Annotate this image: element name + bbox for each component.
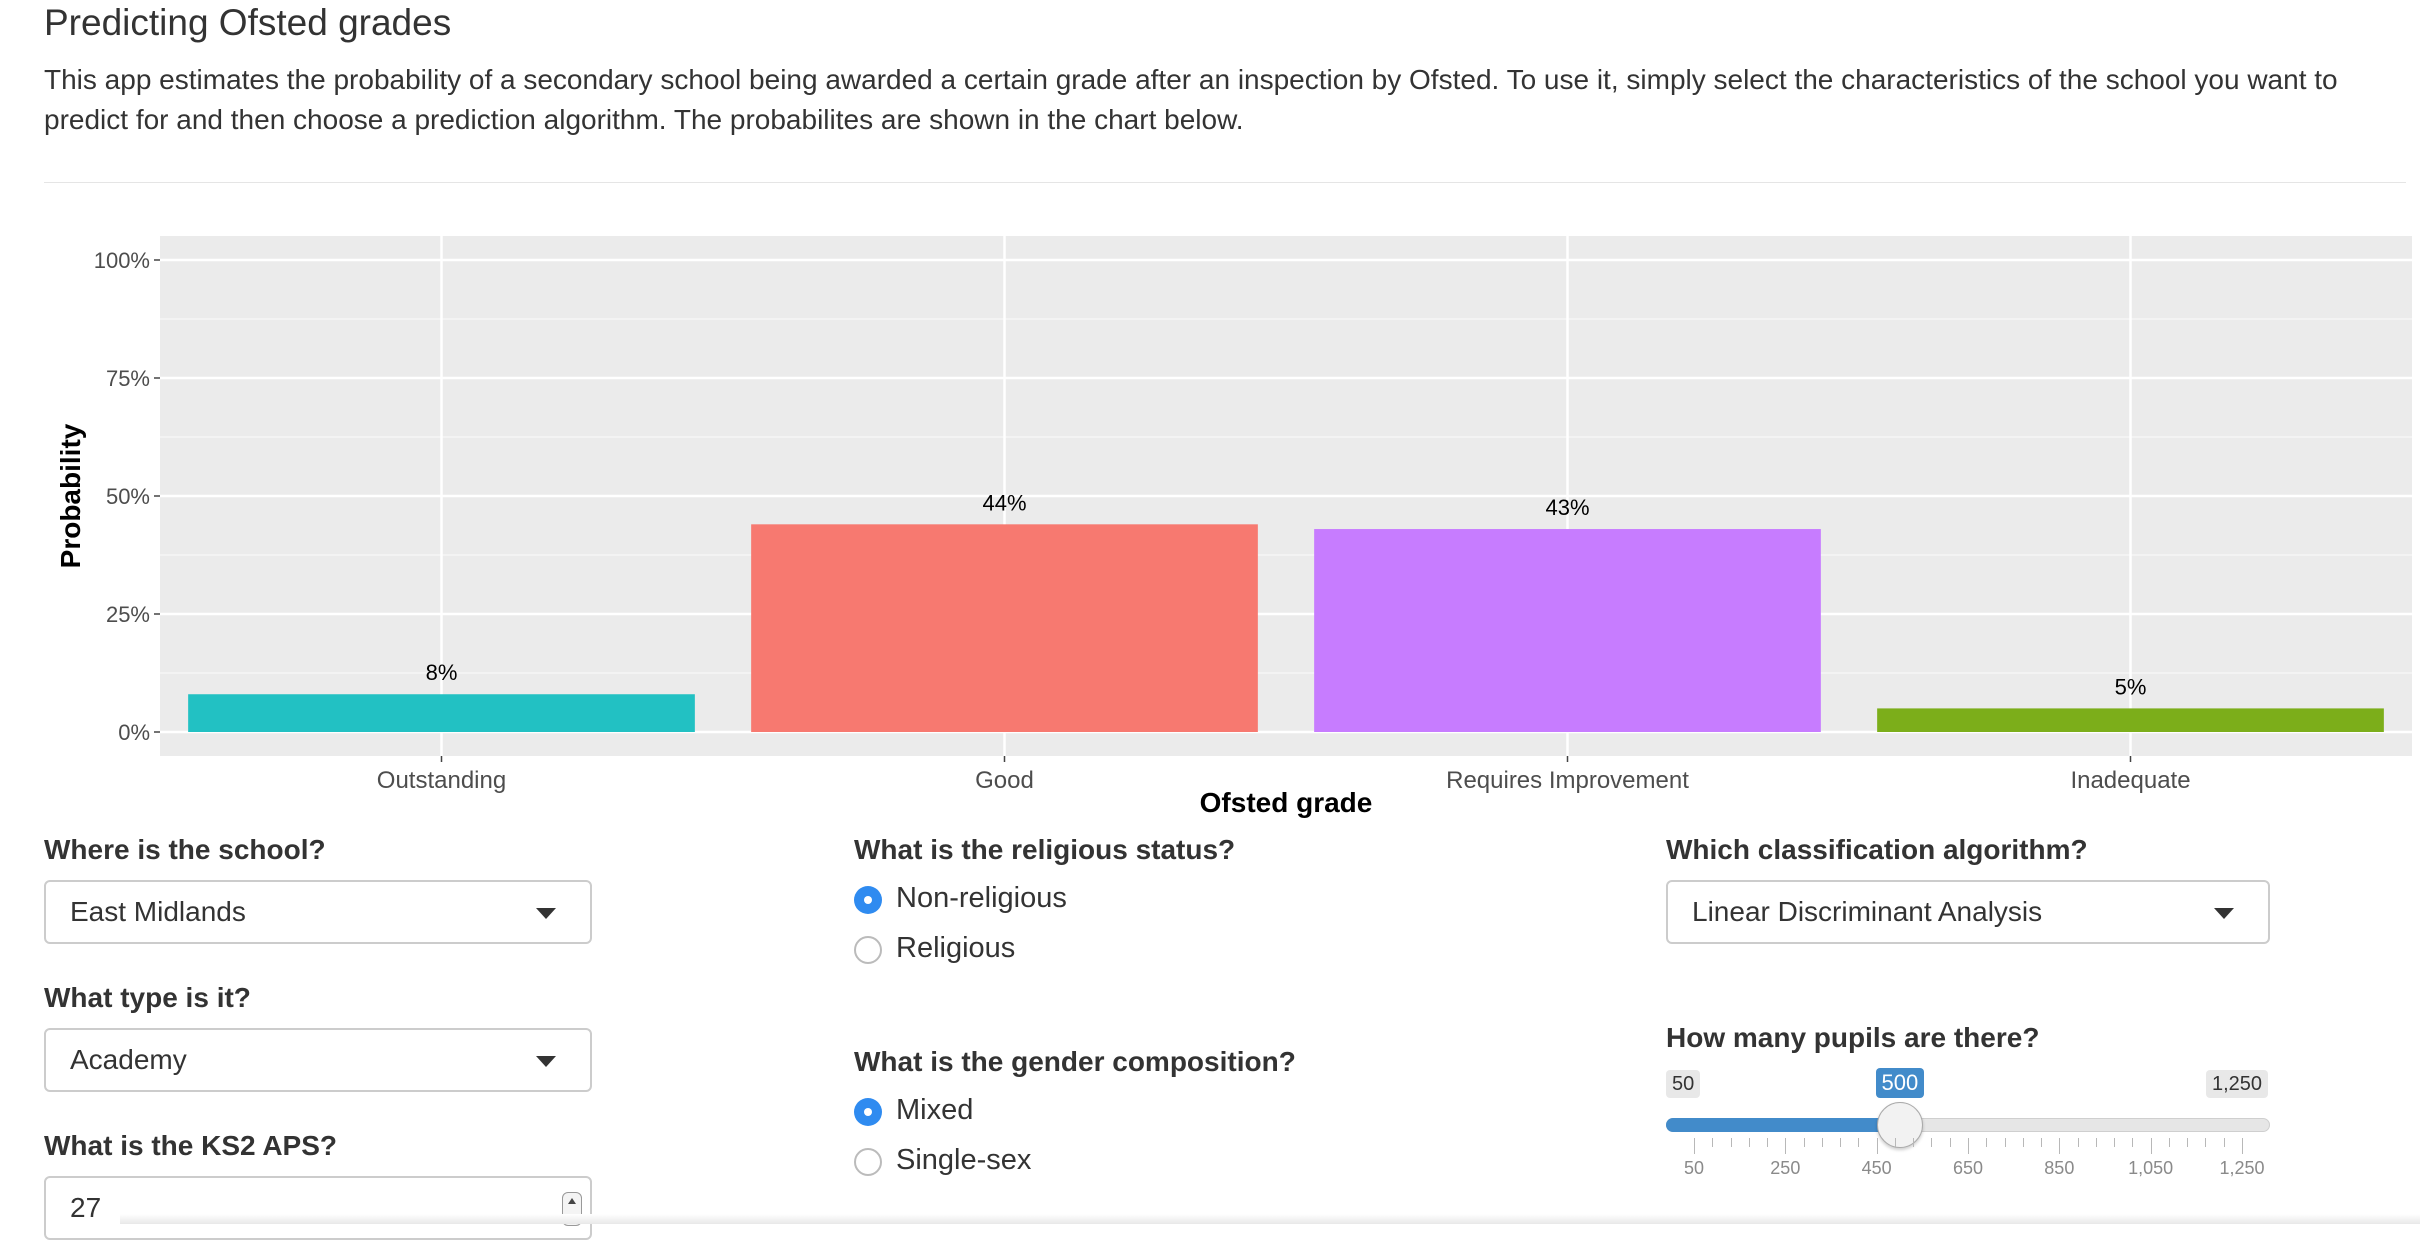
gender-option-single-sex[interactable]: Single-sex <box>896 1144 1032 1176</box>
slider-tick <box>1748 1138 1750 1147</box>
data-label: 44% <box>982 490 1026 515</box>
x-tick-label: Outstanding <box>377 767 506 794</box>
slider-tick <box>1876 1138 1878 1154</box>
slider-tick <box>2242 1138 2243 1154</box>
x-tick-label: Good <box>975 767 1034 794</box>
data-label: 5% <box>2115 674 2147 699</box>
slider-tick <box>2041 1138 2043 1147</box>
slider-tick-label: 850 <box>2044 1158 2075 1178</box>
slider-tick <box>1730 1138 1732 1147</box>
religion-radio-non-religious[interactable] <box>854 886 882 914</box>
slider-tick-label: 450 <box>1861 1158 1892 1178</box>
gender-option-mixed[interactable]: Mixed <box>896 1094 974 1126</box>
slider-tick-label: 250 <box>1770 1158 1801 1178</box>
gender-radio-single-sex[interactable] <box>854 1148 882 1176</box>
y-tick-label: 100% <box>94 248 150 273</box>
slider-tick <box>1931 1138 1933 1147</box>
type-label: What type is it? <box>44 982 251 1013</box>
slider-tick <box>2077 1138 2079 1147</box>
page-description: This app estimates the probability of a … <box>44 60 2414 140</box>
slider-tick-label: 50 <box>1683 1158 1705 1178</box>
type-select-value: Academy <box>70 1044 187 1075</box>
y-tick-label: 25% <box>106 602 150 627</box>
slider-tick <box>2095 1138 2097 1147</box>
x-axis-title: Ofsted grade <box>1200 787 1373 818</box>
y-axis-title: Probability <box>55 423 86 568</box>
religion-label: What is the religious status? <box>854 834 1236 865</box>
gender-radio-mixed[interactable] <box>854 1098 882 1126</box>
data-label: 8% <box>426 660 458 685</box>
algorithm-label: Which classification algorithm? <box>1666 834 2088 865</box>
data-label: 43% <box>1545 495 1589 520</box>
ks2-label: What is the KS2 APS? <box>44 1130 338 1161</box>
y-tick-label: 0% <box>118 720 150 745</box>
probability-chart: 0% 25% 50% 75% 100% 8% Outstanding 44% Good 43% Re… <box>55 236 2412 818</box>
chevron-down-icon <box>536 908 556 919</box>
chevron-down-icon <box>536 1056 556 1067</box>
location-select-value: East Midlands <box>70 896 246 927</box>
slider-tick <box>2022 1138 2024 1147</box>
slider-tick <box>1913 1138 1915 1147</box>
bar-requires-improvement <box>1314 529 1821 732</box>
pupils-value-label: 500 <box>1875 1068 1925 1098</box>
x-tick-label: Requires Improvement <box>1446 767 1689 794</box>
header-divider <box>44 182 2406 183</box>
slider-tick-label: 1,250 <box>2219 1158 2265 1178</box>
location-select[interactable]: East Midlands <box>44 880 592 944</box>
bar-good <box>751 524 1258 732</box>
slider-tick <box>1785 1138 1787 1154</box>
religion-radio-religious[interactable] <box>854 936 882 964</box>
gender-label: What is the gender composition? <box>854 1046 1296 1077</box>
slider-tick <box>1858 1138 1860 1147</box>
pupils-slider-handle[interactable] <box>1876 1102 1923 1148</box>
religion-option-religious[interactable]: Religious <box>896 932 1016 964</box>
y-tick-label: 50% <box>106 484 150 509</box>
slider-tick <box>2150 1138 2152 1154</box>
slider-tick <box>1968 1138 1969 1154</box>
slider-tick <box>2004 1138 2006 1147</box>
slider-tick <box>1712 1138 1714 1147</box>
description-line-2: predict for and then choose a prediction… <box>44 104 1244 135</box>
slider-tick <box>1840 1138 1842 1147</box>
slider-tick <box>1821 1138 1823 1147</box>
location-label: Where is the school? <box>44 834 326 865</box>
slider-tick <box>2223 1138 2225 1147</box>
slider-tick <box>1894 1138 1896 1147</box>
pupils-label: How many pupils are there? <box>1666 1022 2040 1053</box>
slider-tick <box>1767 1138 1769 1147</box>
x-tick-label: Inadequate <box>2070 767 2190 794</box>
religion-option-non-religious[interactable]: Non-religious <box>896 882 1067 914</box>
description-line-1: This app estimates the probability of a … <box>44 64 2338 95</box>
chevron-down-icon <box>2214 908 2234 919</box>
bar-inadequate <box>1877 708 2384 732</box>
slider-tick-label: 1,050 <box>2128 1158 2174 1178</box>
ks2-input[interactable]: 27 <box>44 1176 592 1240</box>
algorithm-select-value: Linear Discriminant Analysis <box>1692 896 2043 927</box>
pupils-slider-fill <box>1666 1118 1900 1132</box>
type-select[interactable]: Academy <box>44 1028 592 1092</box>
pupils-max-label: 1,250 <box>2206 1070 2269 1098</box>
bottom-shadow <box>120 1214 2420 1224</box>
slider-tick <box>1986 1138 1988 1147</box>
slider-tick <box>2132 1138 2134 1147</box>
slider-tick <box>1949 1138 1951 1147</box>
slider-tick <box>2168 1138 2170 1147</box>
bar-outstanding <box>188 694 695 732</box>
page-title: Predicting Ofsted grades <box>44 2 452 43</box>
slider-tick <box>2205 1138 2207 1147</box>
slider-tick <box>2187 1138 2189 1147</box>
slider-tick <box>1803 1138 1805 1147</box>
pupils-min-label: 50 <box>1666 1070 1701 1098</box>
slider-tick-label: 650 <box>1952 1158 1984 1178</box>
algorithm-select[interactable]: Linear Discriminant Analysis <box>1666 880 2270 944</box>
slider-tick <box>1694 1138 1695 1154</box>
slider-tick <box>2114 1138 2116 1147</box>
ks2-input-value: 27 <box>70 1192 102 1223</box>
slider-tick <box>2059 1138 2061 1154</box>
y-tick-label: 75% <box>106 366 150 391</box>
